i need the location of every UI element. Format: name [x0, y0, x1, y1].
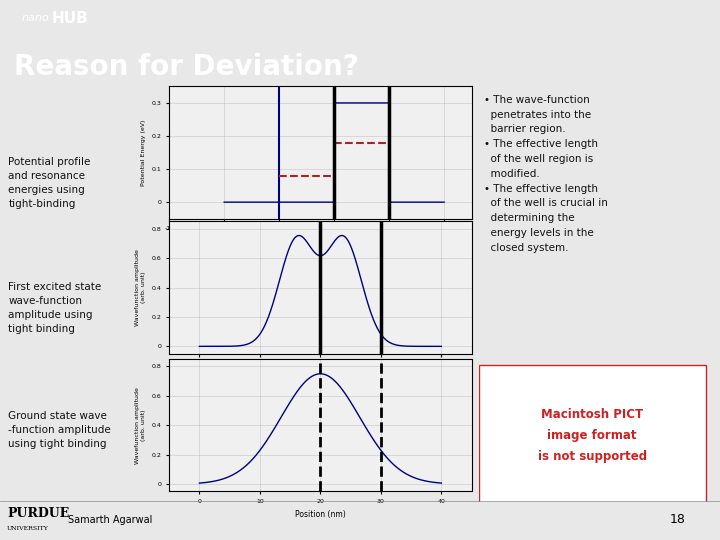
- Y-axis label: Wavefunction amplitude
(arb. unit): Wavefunction amplitude (arb. unit): [135, 249, 146, 326]
- Y-axis label: Wavefunction amplitude
(arb. unit): Wavefunction amplitude (arb. unit): [135, 387, 146, 464]
- Text: Potential profile
and resonance
energies using
tight-binding: Potential profile and resonance energies…: [9, 157, 91, 209]
- Text: 18: 18: [670, 513, 685, 526]
- Y-axis label: Potential Energy (eV): Potential Energy (eV): [141, 119, 146, 186]
- FancyBboxPatch shape: [479, 365, 706, 507]
- Text: • The wave-function
  penetrates into the
  barrier region.
• The effective leng: • The wave-function penetrates into the …: [484, 94, 608, 253]
- Text: HUB: HUB: [52, 11, 89, 26]
- Text: UNIVERSITY: UNIVERSITY: [7, 526, 49, 531]
- Text: Ground state wave
-function amplitude
using tight binding: Ground state wave -function amplitude us…: [9, 411, 111, 449]
- X-axis label: Distance (nm): Distance (nm): [293, 237, 348, 246]
- Text: Reason for Deviation?: Reason for Deviation?: [14, 53, 359, 81]
- X-axis label: Position (nm): Position (nm): [295, 510, 346, 518]
- Text: First excited state
wave-function
amplitude using
tight binding: First excited state wave-function amplit…: [9, 282, 102, 334]
- Text: Samarth Agarwal: Samarth Agarwal: [68, 515, 153, 525]
- Text: PURDUE: PURDUE: [7, 507, 69, 520]
- X-axis label: Position (nm): Position (nm): [295, 372, 346, 381]
- Text: Macintosh PICT
image format
is not supported: Macintosh PICT image format is not suppo…: [538, 408, 647, 463]
- Text: nano: nano: [22, 13, 49, 23]
